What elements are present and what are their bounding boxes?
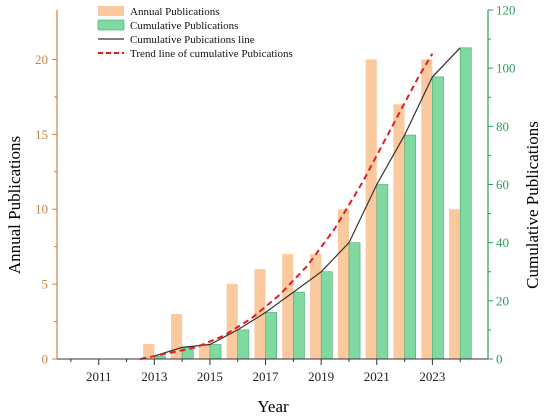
x-tick-label: 2023 <box>419 369 445 384</box>
right-axis-label: Cumulative Publications <box>523 121 542 289</box>
annual-bar-2013 <box>143 344 155 359</box>
legend-label-cumulative-publications: Cumulative Publications <box>130 20 238 32</box>
x-tick-label: 2013 <box>141 369 167 384</box>
left-tick-label: 15 <box>35 127 48 142</box>
cumulative-bar-2021 <box>376 184 389 360</box>
annual-bar-2016 <box>226 284 238 359</box>
annual-bar-2014 <box>171 314 183 359</box>
cumulative-bar-2017 <box>265 312 277 360</box>
cumulative-bar-2024 <box>459 47 472 360</box>
right-tick-label: 60 <box>496 177 509 192</box>
trend-line <box>140 53 434 360</box>
annual-bar-2018 <box>282 254 294 359</box>
annual-bar-2020 <box>337 209 349 359</box>
cumulative-bar-2018 <box>293 291 305 360</box>
annual-bar-2022 <box>393 104 405 359</box>
cumulative-bar-2016 <box>237 329 250 360</box>
legend-swatch-cumulative-publications <box>97 19 125 31</box>
annual-bar-2017 <box>254 269 266 359</box>
legend-label-cumulative-pubications-line: Cumulative Pubications line <box>130 34 255 46</box>
cumulative-bar-2020 <box>348 242 361 360</box>
legend-swatch-annual-publications <box>98 6 124 16</box>
x-axis-label: Year <box>257 397 289 416</box>
x-tick-label: 2011 <box>86 369 112 384</box>
left-tick-label: 5 <box>42 277 49 292</box>
right-tick-label: 80 <box>496 119 509 134</box>
left-tick-label: 10 <box>35 202 48 217</box>
right-tick-label: 40 <box>496 235 509 250</box>
right-tick-label: 0 <box>496 352 503 367</box>
annual-bar-2024 <box>449 209 461 359</box>
x-tick-label: 2019 <box>308 369 334 384</box>
cumulative-bar-2022 <box>404 134 417 360</box>
legend: Annual Publications Cumulative Publicatio… <box>97 6 293 60</box>
x-tick-label: 2021 <box>364 369 390 384</box>
legend-label-annual-publications: Annual Publications <box>130 6 220 18</box>
plot-area: 2011 2013 2015 2017 2019 2021 2023 0 5 10 15 20 0 20 4… <box>35 3 516 385</box>
annual-bar-2019 <box>310 254 322 359</box>
right-tick-label: 20 <box>496 293 509 308</box>
x-tick-label: 2017 <box>253 369 280 384</box>
left-axis-label: Annual Publications <box>5 136 24 274</box>
cumulative-line <box>154 47 461 357</box>
cumulative-bar-2023 <box>432 76 444 360</box>
right-tick-label: 100 <box>496 61 516 76</box>
annual-bar-2015 <box>198 344 210 359</box>
legend-label-trend-line-of-cumulative-pubications: Trend line of cumulative Pubications <box>130 48 293 60</box>
right-tick-label: 120 <box>496 3 516 18</box>
left-tick-label: 0 <box>42 352 49 367</box>
cumulative-bar-2015 <box>209 344 222 360</box>
cumulative-bar-2019 <box>320 271 333 360</box>
annual-bar-2021 <box>365 59 377 359</box>
x-tick-label: 2015 <box>197 369 223 384</box>
annual-bar-2023 <box>421 59 433 359</box>
left-tick-label: 20 <box>35 52 48 67</box>
